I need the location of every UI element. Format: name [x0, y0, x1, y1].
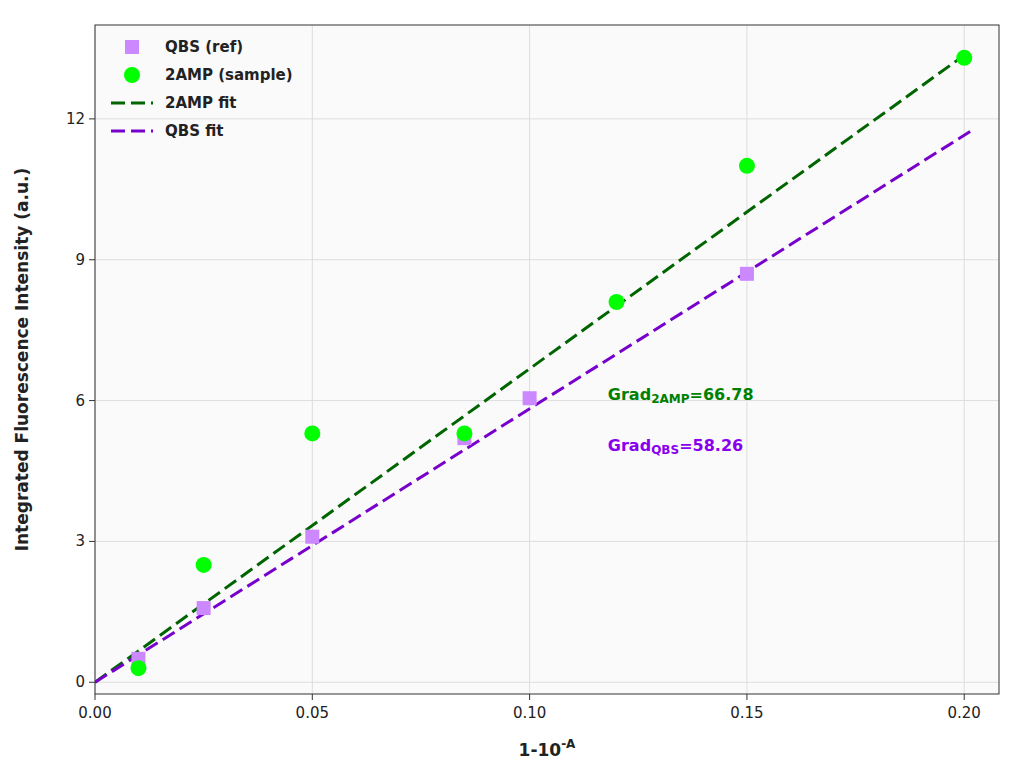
legend-line: [111, 130, 153, 133]
scatter-point: [740, 267, 754, 281]
grid-line-y: [95, 541, 999, 542]
tick-x: [746, 694, 747, 700]
scatter-point: [956, 50, 972, 66]
tick-x: [964, 694, 965, 700]
tick-y: [89, 541, 95, 542]
scatter-point: [739, 158, 755, 174]
annotation-text: Grad: [608, 436, 651, 455]
tick-y: [89, 400, 95, 401]
grid-line-x: [529, 25, 530, 694]
grid-line-y: [95, 400, 999, 401]
x-axis-label: 1-10-A: [519, 737, 577, 760]
grid-line-y: [95, 118, 999, 119]
x-axis-label-main: 1-10: [519, 740, 562, 760]
annotation-tail: =58.26: [679, 436, 743, 455]
scatter-point: [609, 294, 625, 310]
scatter-point: [305, 530, 319, 544]
annotation: GradQBS=58.26: [608, 436, 743, 458]
tick-y: [89, 259, 95, 260]
legend-label: 2AMP (sample): [165, 66, 293, 84]
annotation-tail: =66.78: [690, 384, 754, 403]
legend-label: QBS (ref): [165, 38, 243, 56]
tick-label-x: 0.05: [296, 704, 329, 722]
fit-line: [95, 51, 971, 683]
legend-marker: [125, 40, 139, 54]
tick-y: [89, 682, 95, 683]
tick-x: [529, 694, 530, 700]
legend-label: QBS fit: [165, 122, 224, 140]
tick-label-y: 9: [75, 251, 85, 269]
plot-background: [95, 25, 999, 694]
data: [95, 50, 972, 682]
annotations: Grad2AMP=66.78GradQBS=58.26: [608, 384, 754, 457]
scatter-point: [196, 557, 212, 573]
grid-line-x: [964, 25, 965, 694]
tick-label-x: 0.00: [78, 704, 111, 722]
tick-x: [95, 694, 96, 700]
tick-y: [89, 118, 95, 119]
y-axis-label: Integrated Fluorescence Intensity (a.u.): [12, 168, 32, 552]
scatter-point: [456, 425, 472, 441]
legend-label: 2AMP fit: [165, 94, 236, 112]
grid: [95, 25, 999, 694]
annotation-sub: 2AMP: [651, 392, 690, 406]
annotation-sub: QBS: [651, 443, 679, 457]
legend-line: [111, 102, 153, 105]
grid-line-y: [95, 259, 999, 260]
legend: QBS (ref) 2AMP (sample) 2AMP fit QBS fit: [111, 38, 293, 140]
tick-x: [312, 694, 313, 700]
x-axis-label-sup: -A: [561, 737, 576, 751]
tick-label-y: 0: [75, 673, 85, 691]
legend-marker: [124, 67, 140, 83]
scatter-point: [197, 601, 211, 615]
annotation: Grad2AMP=66.78: [608, 384, 754, 406]
grid-line-x: [746, 25, 747, 694]
tick-label-x: 0.15: [730, 704, 763, 722]
scatter-point: [523, 391, 537, 405]
grid-line-y: [95, 682, 999, 683]
scatter-point: [304, 425, 320, 441]
tick-label-y: 12: [66, 110, 85, 128]
tick-label-y: 6: [75, 392, 85, 410]
grid-line-x: [312, 25, 313, 694]
tick-label-y: 3: [75, 532, 85, 550]
scatter-point: [130, 660, 146, 676]
axes: 0.00 0.05 0.10 0.15 0.20 0 3 6 9 12: [66, 25, 999, 722]
tick-label-x: 0.10: [513, 704, 546, 722]
chart: 0.00 0.05 0.10 0.15 0.20 0 3 6 9 12 1-10-A Integrat…: [0, 0, 1024, 784]
tick-label-x: 0.20: [948, 704, 981, 722]
annotation-text: Grad: [608, 384, 651, 403]
plot-frame: [95, 25, 999, 694]
fit-line: [95, 131, 971, 682]
